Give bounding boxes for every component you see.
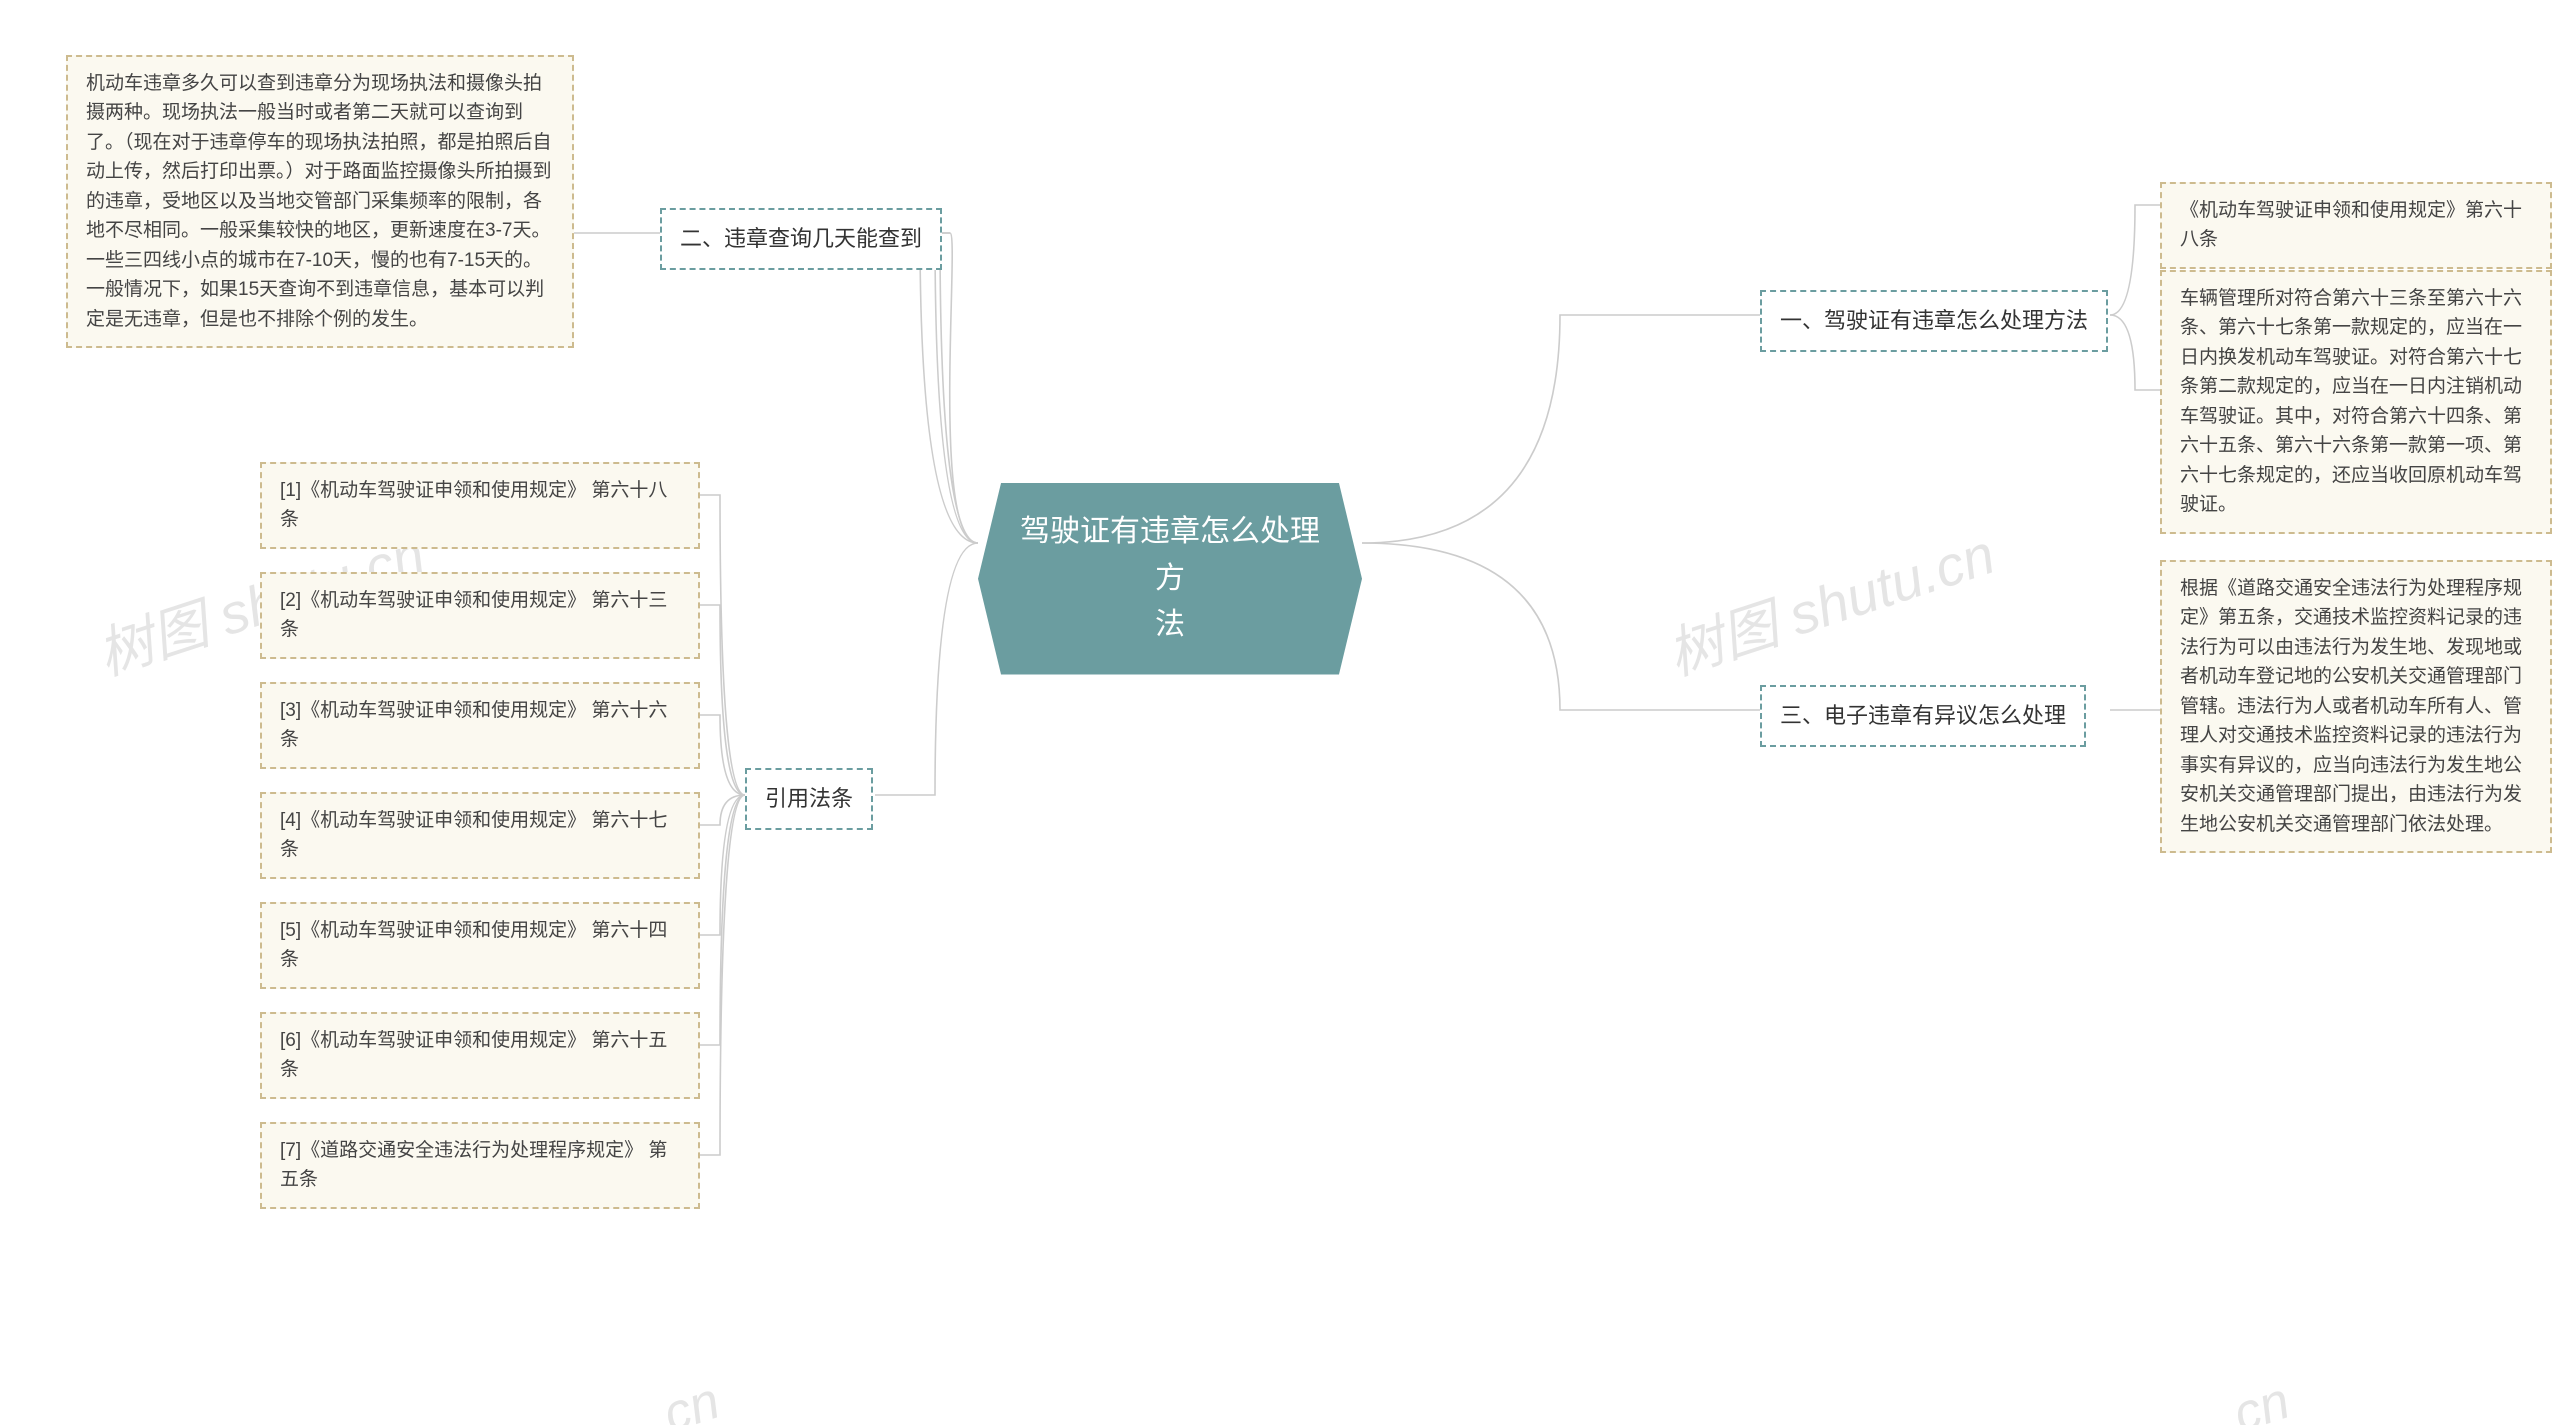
root-line1: 驾驶证有违章怎么处理方: [1020, 515, 1320, 595]
leaf-ref5[interactable]: [5]《机动车驾驶证申领和使用规定》 第六十四条: [260, 902, 700, 989]
branch-section1[interactable]: 一、驾驶证有违章怎么处理方法: [1760, 290, 2108, 352]
branch-section2[interactable]: 二、违章查询几天能查到: [660, 208, 942, 270]
leaf-ref1[interactable]: [1]《机动车驾驶证申领和使用规定》 第六十八条: [260, 462, 700, 549]
leaf-ref2[interactable]: [2]《机动车驾驶证申领和使用规定》 第六十三条: [260, 572, 700, 659]
branch-ref[interactable]: 引用法条: [745, 768, 873, 830]
root-node[interactable]: 驾驶证有违章怎么处理方 法: [978, 483, 1362, 675]
leaf-ref6[interactable]: [6]《机动车驾驶证申领和使用规定》 第六十五条: [260, 1012, 700, 1099]
leaf-s1-1[interactable]: 《机动车驾驶证申领和使用规定》第六十八条: [2160, 182, 2552, 269]
watermark: .cn: [642, 1371, 727, 1425]
leaf-s1-2[interactable]: 车辆管理所对符合第六十三条至第六十六条、第六十七条第一款规定的，应当在一日内换发…: [2160, 270, 2552, 534]
leaf-ref4[interactable]: [4]《机动车驾驶证申领和使用规定》 第六十七条: [260, 792, 700, 879]
leaf-s2-1[interactable]: 机动车违章多久可以查到违章分为现场执法和摄像头拍摄两种。现场执法一般当时或者第二…: [66, 55, 574, 348]
watermark: 树图 shutu.cn: [1656, 510, 2004, 692]
watermark: .cn: [2212, 1371, 2297, 1425]
leaf-s3-1[interactable]: 根据《道路交通安全违法行为处理程序规定》第五条，交通技术监控资料记录的违法行为可…: [2160, 560, 2552, 853]
root-line2: 法: [1155, 608, 1185, 641]
leaf-ref7[interactable]: [7]《道路交通安全违法行为处理程序规定》 第五条: [260, 1122, 700, 1209]
leaf-ref3[interactable]: [3]《机动车驾驶证申领和使用规定》 第六十六条: [260, 682, 700, 769]
branch-section3[interactable]: 三、电子违章有异议怎么处理: [1760, 685, 2086, 747]
